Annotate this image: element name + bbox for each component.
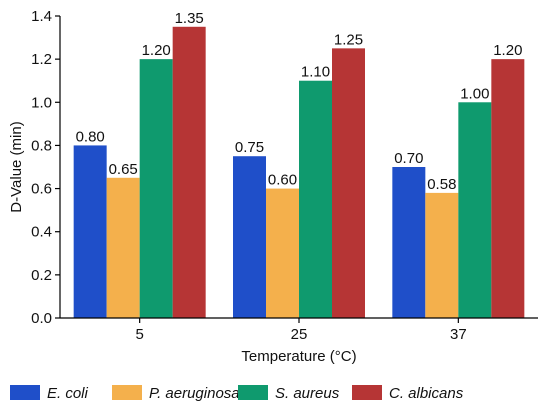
y-axis-ticks: 0.0 0.2 0.4 0.6 0.8 1.0 1.2 1.4 <box>31 8 60 327</box>
bar-s-aureus-25 <box>299 80 332 318</box>
data-label: 1.35 <box>175 10 204 27</box>
data-label: 0.58 <box>427 176 456 193</box>
bar-e-coli-5 <box>73 145 107 318</box>
data-label: 1.20 <box>142 42 171 59</box>
legend-swatch <box>238 385 268 400</box>
bar-s-aureus-37 <box>458 102 492 319</box>
bars-layer <box>73 26 525 319</box>
legend: E. coli P. aeruginosa S. aureus C. albicans <box>10 385 464 402</box>
y-tick-label: 1.2 <box>31 51 52 68</box>
y-tick-label: 1.4 <box>31 8 52 25</box>
data-labels-layer: 0.800.651.201.350.750.601.101.250.700.58… <box>76 10 523 193</box>
legend-label: C. albicans <box>389 385 464 402</box>
data-label: 0.60 <box>268 172 297 189</box>
bar-c-albicans-5 <box>172 26 206 319</box>
x-tick-label: 37 <box>450 326 467 343</box>
data-label: 0.70 <box>394 150 423 167</box>
legend-label: E. coli <box>47 385 89 402</box>
data-label: 0.65 <box>109 161 138 178</box>
data-label: 1.25 <box>334 31 363 48</box>
x-tick-label: 25 <box>291 326 308 343</box>
legend-label: P. aeruginosa <box>149 385 240 402</box>
bar-p-aeruginosa-25 <box>266 188 299 318</box>
data-label: 0.80 <box>76 128 105 145</box>
y-tick-label: 0.0 <box>31 310 52 327</box>
data-label: 1.20 <box>493 42 522 59</box>
y-axis-title: D-Value (min) <box>8 121 25 212</box>
y-tick-label: 0.4 <box>31 224 52 241</box>
legend-label: S. aureus <box>275 385 340 402</box>
bar-s-aureus-5 <box>139 59 173 319</box>
bar-p-aeruginosa-37 <box>425 192 459 318</box>
x-tick-label: 5 <box>135 326 143 343</box>
y-tick-label: 1.0 <box>31 94 52 111</box>
bar-e-coli-25 <box>233 156 266 318</box>
bar-e-coli-37 <box>392 167 426 318</box>
x-axis-ticks: 5 25 37 <box>135 318 467 343</box>
bar-c-albicans-37 <box>491 59 525 319</box>
data-label: 1.00 <box>460 85 489 102</box>
legend-swatch <box>10 385 40 400</box>
bar-c-albicans-25 <box>332 48 365 318</box>
data-label: 1.10 <box>301 64 330 81</box>
legend-swatch <box>112 385 142 400</box>
bar-p-aeruginosa-5 <box>106 177 140 318</box>
y-tick-label: 0.6 <box>31 181 52 198</box>
y-tick-label: 0.8 <box>31 137 52 154</box>
x-axis-title: Temperature (°C) <box>241 348 356 365</box>
legend-swatch <box>352 385 382 400</box>
data-label: 0.75 <box>235 139 264 156</box>
y-tick-label: 0.2 <box>31 267 52 284</box>
